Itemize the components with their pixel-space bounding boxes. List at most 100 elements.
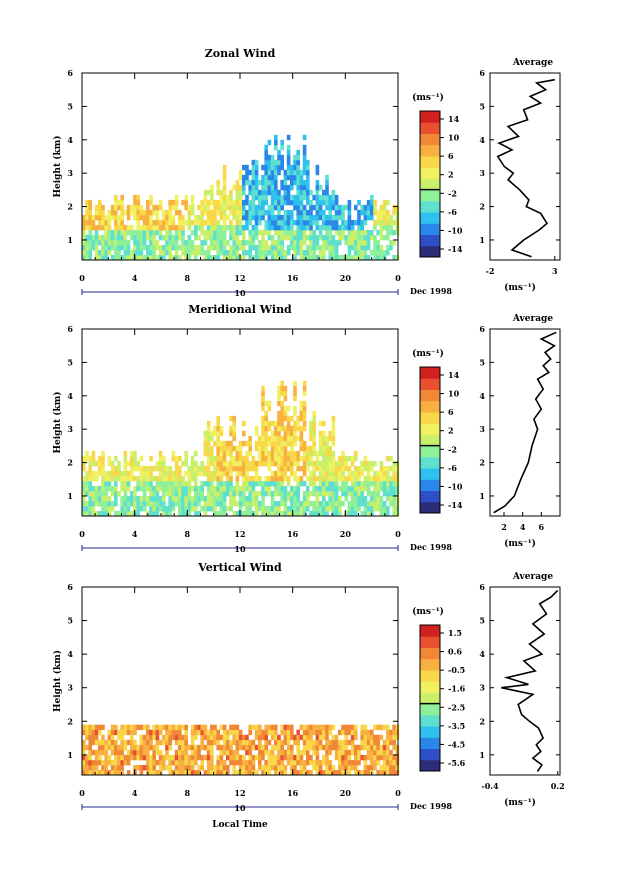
colorbar-tick-label: -10 xyxy=(448,225,463,235)
heatmap-cell xyxy=(85,209,89,216)
heatmap-cell xyxy=(290,184,294,191)
heatmap-cell xyxy=(363,239,368,246)
heatmap-cell xyxy=(216,440,220,447)
heatmap-cell xyxy=(389,465,393,472)
heatmap-cell xyxy=(171,490,176,497)
heatmap-cell xyxy=(379,485,384,492)
heatmap-cell xyxy=(194,219,198,226)
heatmap-cell xyxy=(130,450,134,457)
heatmap-cell xyxy=(296,729,300,736)
heatmap-cell xyxy=(162,505,166,512)
heatmap-cell xyxy=(274,430,278,437)
heatmap-cell xyxy=(107,485,112,492)
heatmap-cell xyxy=(114,214,118,221)
heatmap-cell xyxy=(286,455,291,462)
heatmap-cell xyxy=(171,729,176,736)
heatmap-cell xyxy=(203,500,208,507)
x-tick-label: 4 xyxy=(132,273,138,283)
heatmap-cell xyxy=(290,199,294,206)
heatmap-cell xyxy=(251,174,256,181)
heatmap-cell xyxy=(318,764,323,771)
heatmap-cell xyxy=(114,455,118,462)
heatmap-cell xyxy=(315,749,320,756)
heatmap-cell xyxy=(104,490,108,497)
heatmap-cell xyxy=(274,159,278,166)
heatmap-cell xyxy=(325,239,329,246)
heatmap-cell xyxy=(139,255,144,261)
heatmap-cell xyxy=(274,450,278,457)
heatmap-cell xyxy=(216,420,220,427)
heatmap-cell xyxy=(101,450,105,457)
heatmap-cell xyxy=(325,505,329,512)
colorbar-swatch xyxy=(420,367,440,379)
heatmap-cell xyxy=(338,500,342,507)
heatmap-cell xyxy=(318,249,323,256)
colorbar-swatch xyxy=(420,468,440,480)
heatmap-cell xyxy=(232,224,236,231)
heatmap-cell xyxy=(360,255,364,261)
heatmap-cell xyxy=(110,214,115,221)
heatmap-cell xyxy=(178,744,182,751)
heatmap-cell xyxy=(267,189,272,196)
heatmap-cell xyxy=(283,739,288,746)
heatmap-cell xyxy=(216,445,220,452)
heatmap-cell xyxy=(302,204,307,211)
heatmap-cell xyxy=(210,445,214,452)
heatmap-cell xyxy=(328,485,332,492)
heatmap-cell xyxy=(200,229,204,236)
heatmap-cell xyxy=(299,445,304,452)
heatmap-cell xyxy=(318,475,323,482)
heatmap-cell xyxy=(350,749,355,756)
heatmap-cell xyxy=(277,490,281,497)
heatmap-cell xyxy=(98,465,102,472)
heatmap-cell xyxy=(347,255,352,261)
heatmap-cell xyxy=(130,744,134,751)
heatmap-cell xyxy=(174,764,179,771)
heatmap-cell xyxy=(312,450,316,457)
heatmap-cell xyxy=(344,734,348,741)
heatmap-cell xyxy=(395,219,400,226)
heatmap-cell xyxy=(133,460,137,467)
heatmap-cell xyxy=(322,465,326,472)
heatmap-cell xyxy=(232,445,236,452)
heatmap-cell xyxy=(360,460,364,467)
heatmap-cell xyxy=(296,239,300,246)
heatmap-cell xyxy=(114,475,118,482)
y-tick-label: 3 xyxy=(67,168,73,178)
heatmap-cell xyxy=(126,754,131,761)
heatmap-cell xyxy=(322,495,326,502)
heatmap-cell xyxy=(283,385,288,392)
heatmap-cell xyxy=(322,194,326,201)
heatmap-cell xyxy=(187,759,192,766)
heatmap-cell xyxy=(293,234,297,241)
heatmap-cell xyxy=(370,209,374,216)
heatmap-cell xyxy=(264,194,268,201)
heatmap-cell xyxy=(149,734,153,741)
heatmap-cell xyxy=(267,174,272,181)
heatmap-cell xyxy=(254,470,259,477)
heatmap-cell xyxy=(206,430,211,437)
heatmap-cell xyxy=(120,500,124,507)
heatmap-cell xyxy=(331,199,336,206)
heatmap-cell xyxy=(293,450,297,457)
heatmap-cell xyxy=(277,244,281,251)
heatmap-cell xyxy=(251,465,256,472)
heatmap-cell xyxy=(293,169,297,176)
heatmap-cell xyxy=(139,485,144,492)
heatmap-cell xyxy=(206,490,211,497)
y-tick-label: 5 xyxy=(67,616,73,626)
heatmap-cell xyxy=(171,724,176,731)
heatmap-cell xyxy=(110,744,115,751)
heatmap-cell xyxy=(203,430,208,437)
heatmap-cell xyxy=(254,425,259,432)
y-tick-label: 4 xyxy=(67,649,73,659)
heatmap-cell xyxy=(219,239,224,246)
heatmap-cell xyxy=(354,234,358,241)
heatmap-cell xyxy=(382,470,387,477)
heatmap-cell xyxy=(286,724,291,731)
heatmap-cell xyxy=(181,480,185,487)
heatmap-cell xyxy=(101,255,105,261)
heatmap-cell xyxy=(389,764,393,771)
heatmap-cell xyxy=(270,445,275,452)
heatmap-cell xyxy=(203,770,208,776)
